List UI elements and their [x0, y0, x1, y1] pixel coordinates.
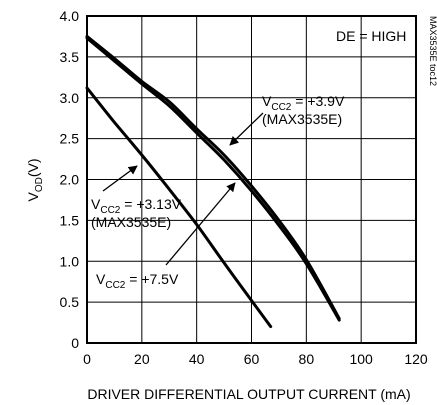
x-tick-label: 120 — [404, 351, 428, 367]
plot-frame — [86, 15, 417, 344]
arrow-7v5 — [165, 182, 236, 266]
series-label-3v9: VCC2 = +3.9V — [262, 93, 345, 113]
series-label-3v13-main: V — [91, 196, 101, 212]
y-axis-label-sub: OD — [34, 177, 45, 192]
y-tick-label: 2.0 — [60, 172, 80, 188]
series-label-3v9-value: = +3.9V — [291, 93, 345, 109]
series-label-7v5-value: = +7.5V — [125, 271, 179, 287]
y-tick-label: 4.0 — [60, 8, 80, 24]
series-label-7v5: VCC2 = +7.5V — [96, 271, 179, 291]
series-part-3v13: (MAX3535E) — [91, 214, 171, 230]
curve-vcc2-3v13 — [85, 86, 273, 329]
y-tick-label: 2.5 — [60, 131, 80, 147]
series-label-3v9-sub: CC2 — [271, 102, 291, 113]
y-tick-label: 1.0 — [60, 253, 80, 269]
y-tick-label: 3.5 — [60, 49, 80, 65]
curve-vcc2-3v9 — [85, 34, 341, 320]
series-label-3v9-main: V — [262, 93, 272, 109]
x-tick-label: 100 — [349, 351, 373, 367]
y-tick-label: 3.0 — [60, 90, 80, 106]
x-tick-label: 40 — [189, 351, 205, 367]
series-label-3v13-sub: CC2 — [100, 205, 120, 216]
y-axis-label-main: V — [25, 192, 41, 202]
arrow-3v13 — [102, 165, 138, 192]
x-tick-label: 60 — [244, 351, 260, 367]
y-axis-label-unit: (V) — [25, 158, 41, 177]
series-label-7v5-sub: CC2 — [105, 280, 125, 291]
series-label-3v13: VCC2 = +3.13V — [91, 196, 182, 216]
figure-id: MAX3535E toc12 — [428, 16, 437, 86]
y-tick-label: 0.5 — [60, 294, 80, 310]
y-axis-label: VOD(V) — [25, 158, 45, 201]
series-label-7v5-main: V — [96, 271, 106, 287]
series-label-3v13-value: = +3.13V — [120, 196, 181, 212]
x-tick-label: 80 — [299, 351, 315, 367]
series-part-3v9: (MAX3535E) — [262, 111, 342, 127]
x-axis-label: DRIVER DIFFERENTIAL OUTPUT CURRENT (mA) — [87, 386, 410, 402]
condition-label: DE = HIGH — [336, 28, 406, 44]
arrow-3v9 — [229, 112, 264, 146]
y-tick-label: 0 — [71, 335, 79, 351]
y-tick-label: 1.5 — [60, 212, 80, 228]
curves — [85, 34, 341, 329]
grid — [86, 15, 417, 344]
x-tick-label: 0 — [83, 351, 91, 367]
curve-vcc2-7v5 — [85, 36, 341, 322]
x-tick-label: 20 — [134, 351, 150, 367]
ticks: 0 20 40 60 80 100 120 0 0.5 1.0 1.5 2.0 2.5 3.0 3.5 4.0 — [60, 8, 428, 367]
